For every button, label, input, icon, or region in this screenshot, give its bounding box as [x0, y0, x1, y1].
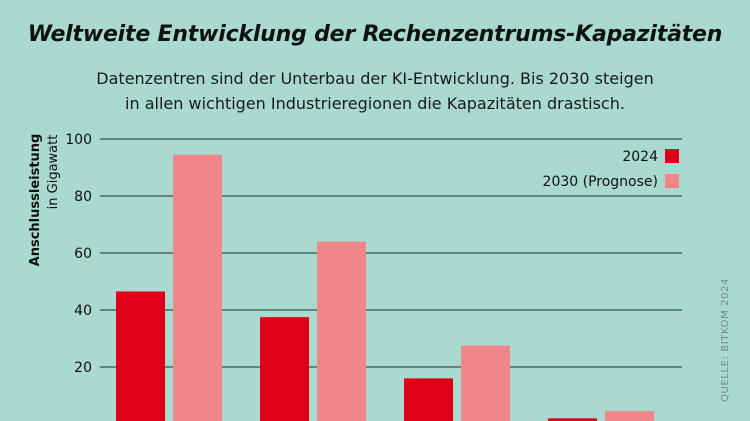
- bar-2030-group-4: [605, 411, 654, 421]
- legend-swatch-2024: [665, 149, 679, 163]
- subtitle-line-1: Datenzentren sind der Unterbau der KI-En…: [96, 69, 654, 88]
- bar-2024-group-1: [116, 291, 165, 421]
- bar-2030-group-2: [317, 241, 366, 421]
- y-axis-title: Anschlussleistung: [28, 134, 43, 267]
- y-tick-label: 40: [74, 303, 92, 319]
- y-tick-label: 60: [74, 246, 92, 262]
- legend-label-2030: 2030 (Prognose): [543, 174, 658, 190]
- bar-2024-group-4: [548, 418, 597, 421]
- chart-subtitle: Datenzentren sind der Unterbau der KI-En…: [0, 66, 750, 116]
- y-tick-label: 20: [74, 360, 92, 376]
- source-note: QUELLE: BITKOM 2024: [720, 278, 731, 402]
- y-axis-ticks: 100 80 60 40 20: [65, 132, 92, 376]
- legend-swatch-2030: [665, 174, 679, 188]
- bar-2030-group-1: [173, 154, 222, 421]
- bar-2024-group-2: [260, 317, 309, 421]
- y-axis-unit: in Gigawatt: [46, 135, 61, 210]
- chart-title: Weltweite Entwicklung der Rechenzentrums…: [27, 22, 723, 47]
- bar-2024-group-3: [404, 378, 453, 421]
- y-axis-label: Anschlussleistung in Gigawatt: [28, 134, 61, 267]
- legend-label-2024: 2024: [622, 149, 658, 165]
- y-tick-label: 100: [65, 132, 92, 148]
- legend: 2024 2030 (Prognose): [543, 149, 679, 190]
- y-tick-label: 80: [74, 189, 92, 205]
- bar-2030-group-3: [461, 345, 510, 421]
- subtitle-line-2: in allen wichtigen Industrieregionen die…: [125, 94, 625, 113]
- bars: [116, 154, 654, 421]
